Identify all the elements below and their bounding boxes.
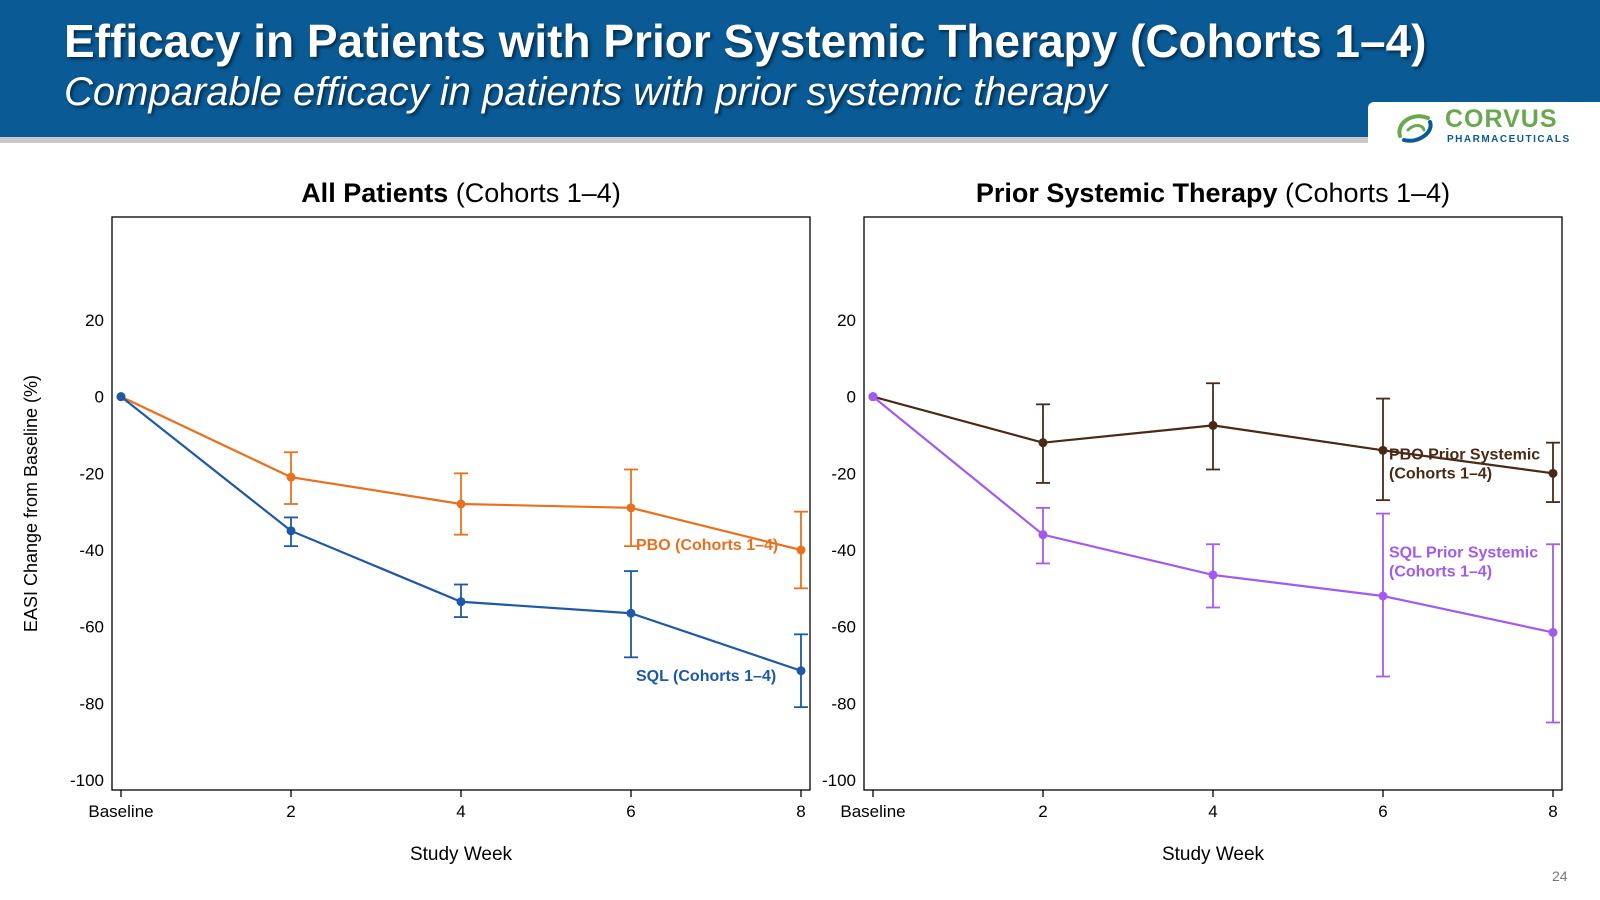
- chart-1-title-rest: (Cohorts 1–4): [448, 178, 621, 208]
- chart-2-series-2-point: [868, 392, 878, 402]
- chart-1-x-tick-label: Baseline: [88, 802, 153, 821]
- corvus-swirl-icon: [1397, 114, 1433, 143]
- chart-2-y-tick-label: -40: [831, 541, 856, 560]
- chart-2-plot-frame: [863, 216, 1563, 791]
- chart-1-y-axis-label: EASI Change from Baseline (%): [21, 375, 41, 632]
- chart-2-series-1-point: [1208, 420, 1218, 430]
- chart-1-series-2-point: [116, 392, 126, 402]
- chart-2-y-tick-label: -60: [831, 618, 856, 637]
- chart-2-y-tick-label: -80: [831, 694, 856, 713]
- chart-2-series-1-label: PBO Prior Systemic: [1389, 446, 1540, 463]
- chart-1-series-1-point: [286, 472, 296, 482]
- chart-2-series-1-point: [1038, 438, 1048, 448]
- chart-2-series-2-label: (Cohorts 1–4): [1389, 563, 1492, 580]
- chart-1-series-2-point: [456, 597, 466, 607]
- corvus-logo: CORVUS PHARMACEUTICALS: [1368, 102, 1600, 150]
- chart-2-y-tick-label: 0: [847, 388, 856, 407]
- chart-1-x-tick-label: 4: [456, 802, 465, 821]
- slide-subtitle: Comparable efficacy in patients with pri…: [64, 70, 1107, 114]
- chart-2-title-rest: (Cohorts 1–4): [1278, 178, 1451, 208]
- chart-1-x-tick-label: 6: [626, 802, 635, 821]
- chart-2-series-2-point: [1038, 530, 1048, 540]
- chart-2-series-2-point: [1378, 591, 1388, 601]
- chart-2-series-1-label: (Cohorts 1–4): [1389, 465, 1492, 482]
- slide-title: Efficacy in Patients with Prior Systemic…: [64, 15, 1427, 67]
- chart-1-y-tick-label: -60: [79, 618, 104, 637]
- chart-2-title-bold: Prior Systemic Therapy: [976, 178, 1278, 208]
- chart-1-series-2-point: [286, 526, 296, 536]
- chart-2-x-tick-label: Baseline: [840, 802, 905, 821]
- chart-1-y-tick-label: -100: [70, 771, 104, 790]
- chart-1-series-2-point: [796, 666, 806, 676]
- chart-1-series-2-point: [626, 608, 636, 618]
- chart-1-series-2-label: SQL (Cohorts 1–4): [636, 668, 776, 685]
- chart-1-series-1-point: [796, 545, 806, 555]
- chart-1-series-1-point: [456, 499, 466, 509]
- chart-1-series-1-label: PBO (Cohorts 1–4): [636, 537, 778, 554]
- chart-2-series-2-label: SQL Prior Systemic: [1389, 544, 1538, 561]
- chart-1-y-tick-label: -40: [79, 541, 104, 560]
- chart-1-series-1-point: [626, 503, 636, 513]
- chart-2-x-axis-label: Study Week: [1162, 844, 1265, 865]
- chart-1-y-tick-label: -20: [79, 464, 104, 483]
- chart-1-title: All Patients (Cohorts 1–4): [301, 178, 621, 208]
- header-divider: [0, 137, 1600, 143]
- chart-2-y-tick-label: -20: [831, 464, 856, 483]
- chart-2-y-tick-label: 20: [837, 311, 856, 330]
- chart-2-series-1-point: [1378, 445, 1388, 455]
- logo-tagline: PHARMACEUTICALS: [1447, 134, 1571, 145]
- chart-1-y-tick-label: 0: [95, 388, 104, 407]
- chart-1-x-tick-label: 2: [286, 802, 295, 821]
- chart-1-y-tick-label: 20: [85, 311, 104, 330]
- chart-2-title: Prior Systemic Therapy (Cohorts 1–4): [976, 178, 1450, 208]
- slide-header: Efficacy in Patients with Prior Systemic…: [0, 0, 1600, 137]
- chart-2-x-tick-label: 2: [1038, 802, 1047, 821]
- chart-2-x-tick-label: 6: [1378, 802, 1387, 821]
- chart-1-y-tick-label: -80: [79, 694, 104, 713]
- chart-2-series-2-point: [1548, 627, 1558, 637]
- chart-2-y-tick-label: -100: [822, 771, 856, 790]
- chart-2-x-tick-label: 8: [1548, 802, 1557, 821]
- chart-1-x-tick-label: 8: [796, 802, 805, 821]
- chart-1-title-bold: All Patients: [301, 178, 448, 208]
- logo-name: CORVUS: [1445, 105, 1558, 133]
- chart-2-series-2-point: [1208, 570, 1218, 580]
- chart-2-x-tick-label: 4: [1208, 802, 1217, 821]
- chart-1-x-axis-label: Study Week: [410, 844, 513, 865]
- chart-2-series-1-point: [1548, 468, 1558, 478]
- page-number: 24: [1552, 868, 1568, 884]
